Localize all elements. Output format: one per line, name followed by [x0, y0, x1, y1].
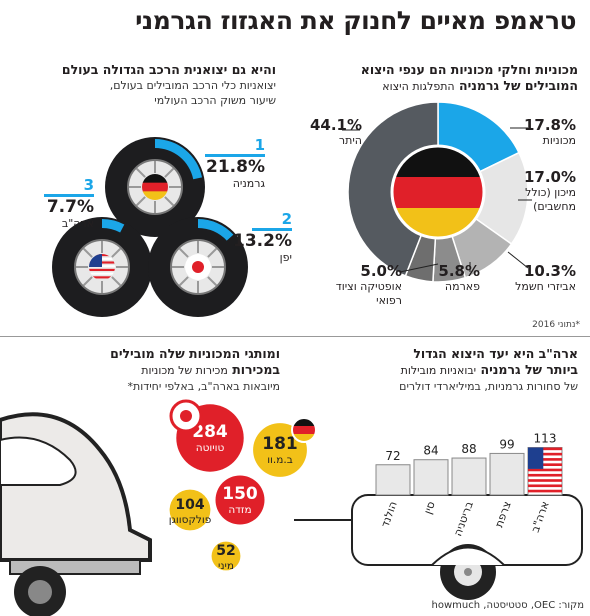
bar-value-label: 99: [499, 437, 514, 451]
bubble-value-label: 150: [222, 484, 258, 504]
pie-chart: [342, 101, 532, 283]
pie-label-electrical: 10.3% אביזרי חשמל: [515, 262, 576, 293]
usa-flag-stripe: [528, 489, 562, 493]
germany-flag-icon: [142, 182, 168, 192]
pie-title-line1: מכוניות וחלקי מכוניות הם ענפי היצוא: [360, 62, 578, 77]
bars-title-1: ארה"ב היא יעד היצוא הגדול: [413, 346, 578, 361]
bubble-value-label: 284: [192, 422, 228, 442]
tires-subtitle-1: יצואניות כלי הרכב המובילים בעולם,: [109, 79, 276, 92]
usa-flag-stripe: [528, 447, 562, 451]
tires-subtitle-2: שיעור משוק הרכב העולמי: [154, 94, 276, 107]
tire-us: [52, 217, 152, 317]
pie-label-machinery: 17.0% מיכון (כולל מחשבים): [523, 168, 576, 213]
germany-flag-icon-small: [291, 417, 317, 443]
pie-footnote: *נתוני 2016: [532, 320, 580, 330]
bar: [375, 464, 411, 496]
bubble-value-label: 52: [216, 543, 235, 559]
tire-label-usa: 3 7.7% ארה"ב: [32, 176, 94, 231]
japan-flag-icon: [169, 399, 203, 433]
usa-flag-stripe: [528, 452, 562, 456]
rank-2: 2: [252, 210, 292, 231]
bar-value-label: 88: [461, 442, 476, 456]
tire-share-arc: [102, 219, 125, 233]
tire-share-arc: [155, 139, 203, 180]
germany-flag-icon: [142, 191, 168, 200]
bar: [413, 459, 449, 496]
bubbles-title-1: ומותגי המכוניות שלה מובילים: [110, 346, 280, 361]
pie-panel-title: מכוניות וחלקי מכוניות הם ענפי היצוא המוב…: [318, 62, 578, 95]
bubble-brand-label: פולקסווגן: [169, 514, 212, 526]
bubbles-subtitle: מיובאות בארה"ב, באלפי יחידות*: [127, 380, 280, 393]
germany-flag-icon: [142, 174, 168, 184]
page-title: טראמפ מאיים לחנוק את האגזוז הגרמני: [135, 6, 576, 35]
leader-line: [399, 263, 439, 273]
leader-line: [507, 251, 529, 269]
tires-panel-header: והיא גם יצואנית הרכב הגדולה בעולם יצואני…: [26, 62, 276, 108]
tire-label-germany: 1 21.8% גרמניה: [205, 136, 265, 190]
bars-panel-header: ארה"ב היא יעד היצוא הגדול ביותר של גרמני…: [308, 346, 578, 394]
pie-subtitle: התפלגות היצוא: [382, 80, 455, 93]
bubble-brand-label: מיני: [218, 560, 234, 572]
bar-category-label: סין: [421, 500, 438, 516]
bubbles-title-2: במכירות מכירות של מכוניות: [141, 362, 280, 377]
bubble: [211, 541, 241, 571]
bubble: [215, 475, 265, 525]
bars-subtitle: של סחורות גרמניות, במיליארדי דולרים: [399, 380, 578, 393]
bar: [489, 452, 525, 496]
divider: [0, 336, 590, 337]
tire-share-arc: [198, 219, 234, 241]
usa-flag-stripe: [528, 458, 562, 461]
car-illustration: [0, 412, 152, 616]
usa-flag-stripe: [528, 484, 562, 488]
source-note: מקור: OEC, סטטיסטה, howmuch: [431, 600, 584, 611]
bubble-brand-label: מזדה: [228, 504, 251, 516]
usa-flag-stripe: [528, 479, 562, 482]
bar-value-label: 72: [385, 449, 400, 463]
tires-title: והיא גם יצואנית הרכב הגדולה בעולם: [61, 62, 276, 77]
rank-1: 1: [205, 136, 265, 157]
usa-flag-stripe: [528, 468, 562, 472]
pie-label-cars: 17.8% מכוניות: [523, 116, 576, 147]
pie-label-pharma: 5.8% פארמה: [438, 262, 480, 293]
usa-flag-icon: [528, 447, 544, 469]
tire-jp: [148, 217, 248, 317]
bubble-value-label: 181: [262, 434, 298, 454]
pie-label-optics: 5.0% אופטיקה וציוד רפואי: [335, 262, 402, 307]
bubble-value-label: 104: [175, 497, 204, 513]
bar-value-label: 113: [534, 432, 557, 446]
bubble-brand-label: ב.מ.וו: [267, 454, 293, 466]
pie-label-other: 44.1% היתר: [309, 116, 362, 147]
tires-graphic: [52, 137, 248, 317]
bubble: [169, 489, 211, 531]
bubble-brand-label: טויוטה: [196, 442, 225, 454]
pie-title-line2: המובילים של גרמניה התפלגות היצוא: [382, 78, 578, 93]
bubbles-panel-header: ומותגי המכוניות שלה מובילים במכירות מכיר…: [20, 346, 280, 394]
usa-flag-stripe: [528, 473, 562, 477]
usa-flag-stripe: [528, 463, 562, 466]
rank-3: 3: [44, 176, 94, 197]
germany-flag-icon: [390, 144, 486, 240]
bar-value-label: 84: [423, 444, 438, 458]
bar: [451, 457, 487, 496]
tire-de: [105, 137, 205, 237]
bars-title-2: ביותר של גרמניה יבואניות מובילות: [400, 362, 578, 377]
tire-label-japan: 2 13.2% יפן: [233, 210, 292, 264]
